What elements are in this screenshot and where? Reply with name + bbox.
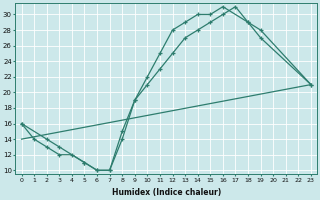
X-axis label: Humidex (Indice chaleur): Humidex (Indice chaleur) <box>112 188 221 197</box>
